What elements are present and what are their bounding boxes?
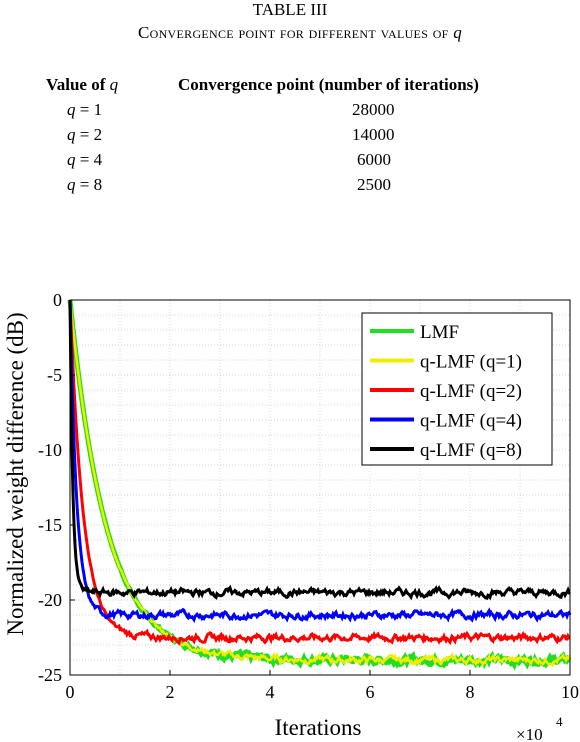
x-tick-label: 8	[466, 682, 475, 702]
x-tick-label: 4	[266, 682, 275, 702]
table-header-q-var: q	[109, 75, 119, 94]
table-cell-eq: = 1	[75, 100, 103, 119]
chart-ticks: 0 2 4 6 8 10 0 -5 -10 -15 -20 -25	[38, 290, 579, 702]
chart-series	[67, 299, 572, 671]
table-row-value: 28000	[352, 100, 395, 119]
table-cell-q: q	[67, 150, 76, 169]
y-tick-label: -10	[38, 440, 62, 460]
y-tick-label: -5	[47, 365, 62, 385]
legend-label: q-LMF (q=8)	[420, 440, 522, 461]
plot-frame	[69, 299, 571, 676]
table-header-convergence: Convergence point (number of iterations)	[178, 75, 479, 94]
series-line	[68, 299, 571, 646]
chart-legend: LMF q-LMF (q=1) q-LMF (q=2) q-LMF (q=4) q-LM…	[361, 312, 553, 466]
table-caption-var: q	[453, 23, 463, 42]
table-cell-eq: = 8	[75, 175, 103, 194]
table-header-q: Value of q	[46, 75, 118, 95]
table-cell-q: q	[67, 100, 76, 119]
table-cell-q: q	[67, 125, 76, 144]
y-tick-label: 0	[53, 290, 62, 310]
y-tick-label: -20	[38, 590, 62, 610]
table-cell-eq: = 2	[75, 125, 103, 144]
table-row-value: 14000	[352, 125, 395, 144]
table-cell-q: q	[67, 175, 76, 194]
series-line	[68, 299, 572, 668]
table-caption: Convergence point for different values o…	[0, 23, 580, 43]
table-cell-eq: = 4	[75, 150, 103, 169]
table-row-q-cell: q = 4	[67, 150, 102, 170]
y-axis-label: Normalized weight difference (dB)	[3, 312, 28, 635]
series-line	[68, 299, 572, 624]
table-row-q-cell: q = 2	[67, 125, 102, 145]
legend-label: q-LMF (q=2)	[420, 381, 522, 402]
legend-label: LMF	[420, 322, 459, 343]
table-caption-text: Convergence point for different values o…	[137, 23, 454, 42]
x-tick-label: 10	[561, 682, 579, 702]
table-row-value: 6000	[357, 150, 391, 169]
table-header-q-label: Value of	[46, 75, 110, 94]
x-tick-label: 0	[66, 682, 75, 702]
y-tick-label: -25	[38, 665, 62, 685]
legend-label: q-LMF (q=4)	[420, 411, 522, 432]
x-multiplier: ×10 4	[516, 714, 563, 742]
table-title: TABLE III	[252, 0, 328, 19]
y-tick-label: -15	[38, 515, 62, 535]
x-multiplier-base: ×10	[516, 725, 543, 742]
table-row-q-cell: q = 1	[67, 100, 102, 120]
x-tick-label: 6	[366, 682, 375, 702]
table-row-q-cell: q = 8	[67, 175, 102, 195]
legend-label: q-LMF (q=1)	[420, 352, 522, 373]
x-tick-label: 2	[166, 682, 175, 702]
series-line	[68, 299, 571, 601]
table-row-value: 2500	[357, 175, 391, 194]
x-axis-label: Iterations	[275, 715, 362, 740]
x-multiplier-exponent: 4	[556, 714, 563, 729]
